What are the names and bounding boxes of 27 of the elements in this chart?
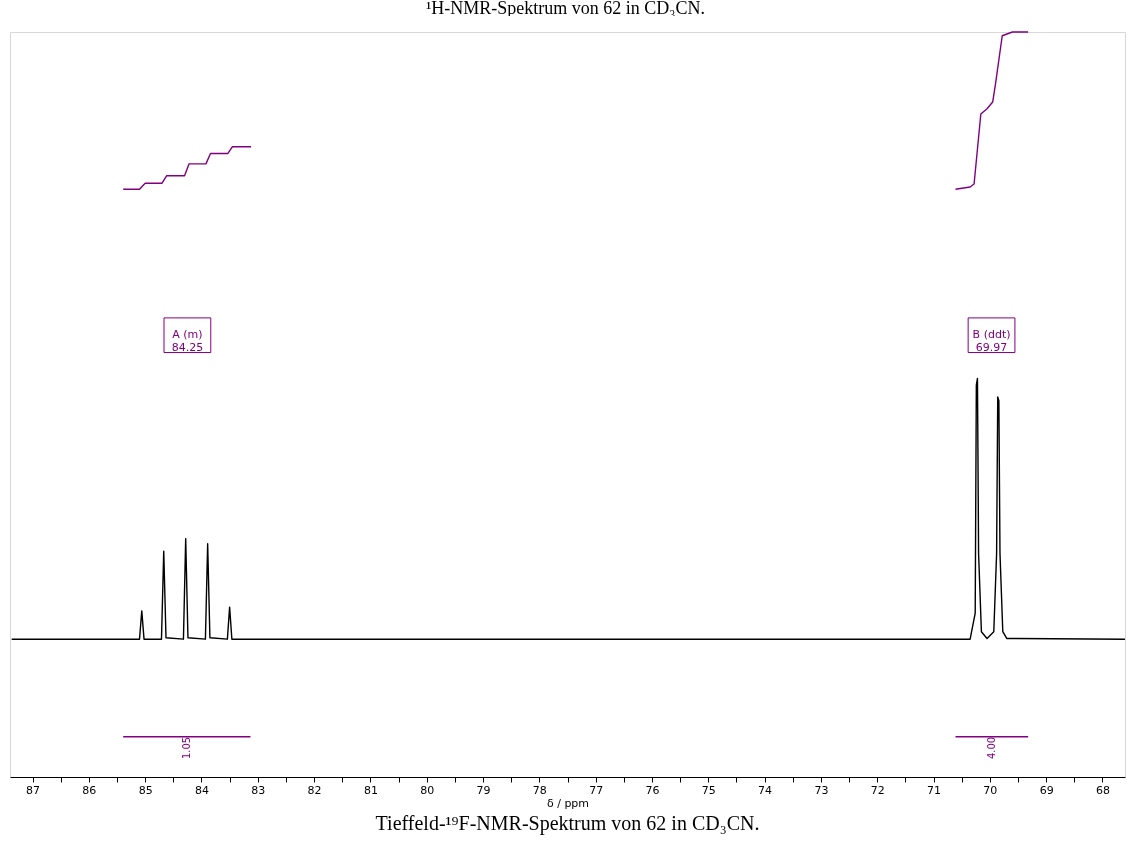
- annotation: 4.00: [985, 736, 997, 760]
- x-tick-label: 75: [701, 783, 716, 797]
- x-tick-label: 71: [927, 783, 942, 797]
- x-tick-label: 83: [251, 783, 266, 797]
- x-tick-label: 76: [645, 783, 660, 797]
- x-tick-label: 69: [1039, 783, 1054, 797]
- text: Tieffeld-¹⁹F-NMR-Spektrum von 62 in CD₃CN.: [375, 812, 760, 835]
- x-tick-label: 84: [194, 783, 209, 797]
- x-tick-label: 72: [870, 783, 885, 797]
- x-tick-label: 80: [420, 783, 435, 797]
- x-tick-label: 70: [983, 783, 998, 797]
- x-tick-label: 79: [476, 783, 491, 797]
- x-tick-label: 85: [138, 783, 153, 797]
- x-axis-title: δ / ppm: [546, 796, 590, 810]
- x-tick-label: 73: [814, 783, 829, 797]
- x-tick-label: 81: [363, 783, 378, 797]
- x-tick-label: 82: [307, 783, 322, 797]
- x-tick-label: 78: [532, 783, 547, 797]
- x-tick-label: 68: [1095, 783, 1110, 797]
- x-tick-label: 86: [82, 783, 97, 797]
- x-tick-label: 74: [758, 783, 773, 797]
- annotation: B (ddt) 69.97: [972, 328, 1011, 355]
- text: ¹H-NMR-Spektrum von 62 in CD₃CN.: [424, 0, 707, 18]
- x-tick-label: 77: [589, 783, 604, 797]
- x-tick-label: 87: [26, 783, 41, 797]
- annotation: 1.05: [181, 736, 193, 760]
- annotation: A (m) 84.25: [171, 328, 204, 355]
